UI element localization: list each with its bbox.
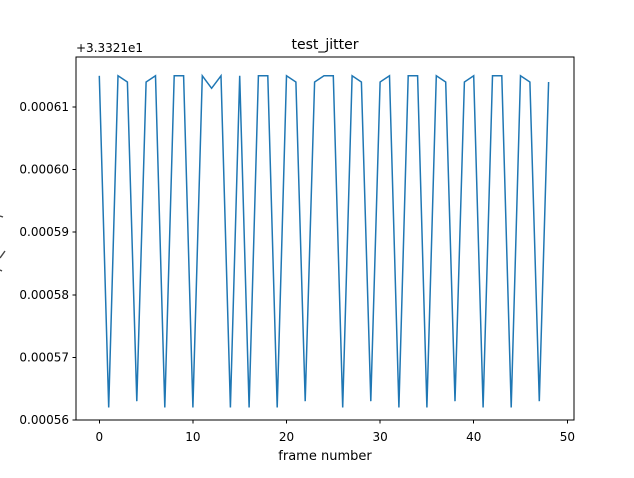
x-tick-label: 0 [95, 430, 103, 444]
y-axis-offset-text: +3.3321e1 [76, 41, 143, 55]
x-tick-label: 20 [279, 430, 294, 444]
y-tick-label: 0.00058 [19, 288, 69, 302]
x-tick-label: 10 [185, 430, 200, 444]
ylabel-clipped-fragment [0, 215, 6, 272]
x-tick-label: 50 [560, 430, 575, 444]
series-line [98, 73, 550, 408]
y-axis-ticks: 0.00056 0.00057 0.00058 0.00059 0.00060 0.000… [19, 100, 76, 427]
y-tick-label: 0.00059 [19, 225, 69, 239]
y-tick-label: 0.00057 [19, 350, 69, 364]
x-tick-label: 30 [372, 430, 387, 444]
x-axis-label: frame number [278, 449, 372, 464]
y-tick-label: 0.00056 [19, 413, 69, 427]
chart-title: test_jitter [291, 37, 358, 53]
x-axis-ticks: 0 10 20 30 40 50 [95, 420, 575, 444]
x-tick-label: 40 [466, 430, 481, 444]
y-tick-label: 0.00061 [19, 100, 69, 114]
y-tick-label: 0.00060 [19, 163, 69, 177]
plot-area [75, 56, 575, 421]
